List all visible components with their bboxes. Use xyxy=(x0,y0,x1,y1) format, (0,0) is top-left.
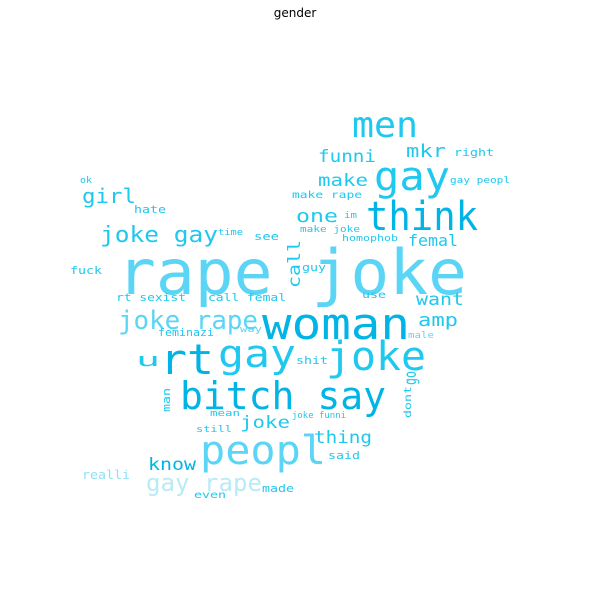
word-know: know xyxy=(148,455,197,475)
word-thing: thing xyxy=(314,428,372,448)
word-amp: amp xyxy=(418,310,458,331)
word-call: call xyxy=(285,240,305,288)
word-rt: rt xyxy=(160,335,214,384)
word-feminazi: feminazi xyxy=(158,326,214,339)
word-shit: shit xyxy=(296,354,328,367)
word-one: one xyxy=(296,206,338,227)
word-joke-2: joke xyxy=(240,413,290,433)
word-femal: femal xyxy=(408,231,458,250)
word-joke-gay: joke gay xyxy=(100,223,218,248)
word-make-rape: make rape xyxy=(292,190,362,201)
word-funni: funni xyxy=(318,147,376,167)
word-guy: guy xyxy=(302,261,326,274)
word-rape-joke: rape joke xyxy=(117,236,467,309)
word-call-femal: call femal xyxy=(208,291,286,304)
word-men: men xyxy=(352,105,418,146)
word-mean: mean xyxy=(210,409,240,419)
word-see: see xyxy=(254,230,279,243)
word-think: think xyxy=(366,194,478,240)
word-made: made xyxy=(262,482,294,495)
figure-title: gender xyxy=(273,6,317,20)
word-mkr: mkr xyxy=(406,141,446,162)
word-bitch-say: bitch say xyxy=(180,374,386,418)
word-fuck: fuck xyxy=(70,264,102,277)
word-joke-rape: joke rape xyxy=(118,306,258,336)
word-girl: girl xyxy=(82,184,136,208)
word-make-joke: make joke xyxy=(300,225,360,235)
word-time: time xyxy=(218,228,243,238)
word-realli: realli xyxy=(82,468,130,482)
word-male: male xyxy=(408,331,434,341)
word-want: want xyxy=(416,290,464,310)
word-ok: ok xyxy=(80,176,93,186)
word-use: use xyxy=(362,290,386,301)
word-gay: gay xyxy=(218,332,296,376)
word-woman: woman xyxy=(262,299,410,350)
word-man: man xyxy=(160,388,173,412)
word-joke: joke xyxy=(326,334,426,380)
word-hate: hate xyxy=(134,203,166,216)
word-gay-2: gay xyxy=(374,154,450,200)
word-even: even xyxy=(194,490,226,501)
word-rt-sexist: rt sexist xyxy=(116,291,186,304)
word-way: way xyxy=(240,325,263,335)
word-homophob: homophob xyxy=(342,234,398,244)
word-peopl: peopl xyxy=(200,428,326,474)
word-right: right xyxy=(454,146,494,159)
word-joke-funni: joke funni xyxy=(292,411,346,421)
word-gay-rape: gay rape xyxy=(146,469,262,497)
word-make: make xyxy=(318,171,368,191)
word-gay-peopl: gay peopl xyxy=(450,176,510,186)
word-go: u xyxy=(136,350,160,371)
word-im: im xyxy=(344,211,357,221)
word-still: still xyxy=(196,425,232,435)
word-u: go xyxy=(401,371,421,385)
word-said: said xyxy=(328,449,360,462)
word-dont: dont xyxy=(403,386,414,418)
